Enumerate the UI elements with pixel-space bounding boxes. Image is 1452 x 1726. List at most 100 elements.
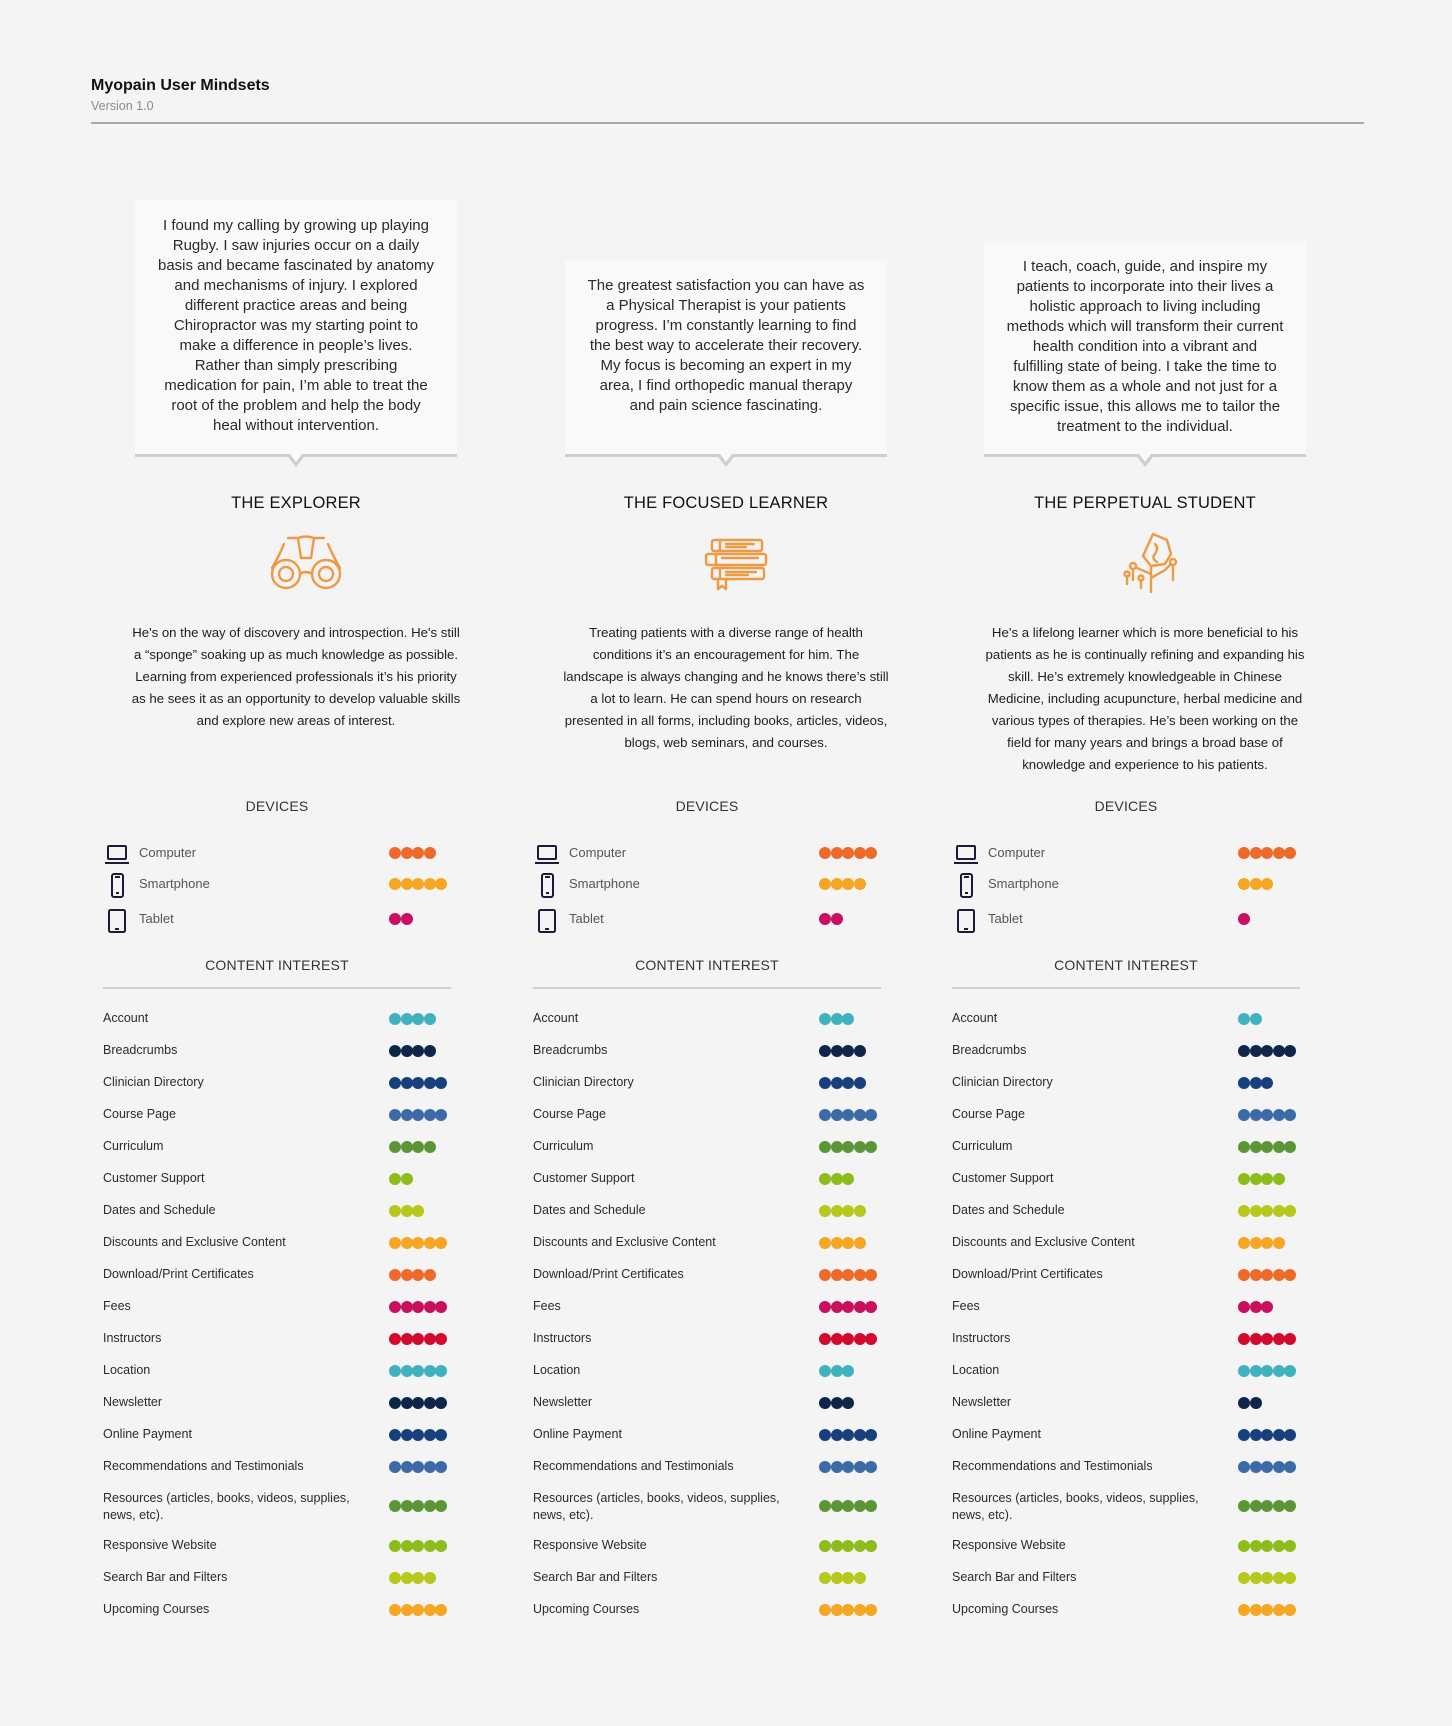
- rating-dot: [830, 878, 843, 890]
- device-label: Computer: [569, 845, 627, 860]
- rating-dot: [819, 1500, 831, 1512]
- content-interest-label: Instructors: [533, 1331, 592, 1345]
- rating-dot: [1284, 1333, 1296, 1345]
- content-interest-row: Upcoming Courses: [533, 1601, 881, 1621]
- rating-dot: [865, 1301, 877, 1313]
- rating-dot: [830, 1301, 843, 1313]
- content-interest-rating: [389, 1429, 447, 1443]
- content-interest-label: Newsletter: [952, 1395, 1012, 1409]
- rating-dot: [412, 1205, 424, 1217]
- content-interest-rating: [819, 1269, 877, 1283]
- rating-dot: [1284, 1429, 1296, 1441]
- content-interest-label: Online Payment: [533, 1427, 622, 1441]
- rating-dot: [1272, 1540, 1285, 1552]
- rating-dot: [412, 1013, 424, 1025]
- rating-dot: [1272, 1333, 1285, 1345]
- tablet-icon: [103, 907, 131, 935]
- laptop-icon: [952, 841, 980, 869]
- rating-dot: [1249, 1077, 1262, 1089]
- content-interest-row: Customer Support: [533, 1170, 881, 1190]
- content-interest-rating: [1238, 1301, 1273, 1315]
- content-interest-label: Newsletter: [533, 1395, 593, 1409]
- rating-dot: [1238, 1540, 1250, 1552]
- rating-dot: [1261, 1077, 1273, 1089]
- content-interest-rating: [1238, 1333, 1296, 1347]
- device-rating: [1238, 878, 1273, 892]
- content-interest-label: Responsive Website: [533, 1538, 647, 1552]
- rating-dot: [842, 1572, 854, 1584]
- content-interest-label: Download/Print Certificates: [533, 1267, 684, 1281]
- content-interest-row: Curriculum: [533, 1138, 881, 1158]
- rating-dot: [1238, 847, 1250, 859]
- rating-dot: [1261, 878, 1273, 890]
- rating-dot: [865, 1500, 877, 1512]
- content-interest-row: Account: [533, 1010, 881, 1030]
- rating-dot: [1261, 847, 1273, 859]
- content-interest-label: Responsive Website: [103, 1538, 217, 1552]
- content-interest-label: Fees: [533, 1299, 561, 1313]
- rating-dot: [435, 1540, 447, 1552]
- rating-dot: [1249, 1301, 1262, 1313]
- rating-dot: [1272, 1045, 1285, 1057]
- rating-dot: [853, 1301, 866, 1313]
- content-interest-label: Location: [533, 1363, 581, 1377]
- rating-dot: [1272, 1141, 1285, 1153]
- rating-dot: [865, 1141, 877, 1153]
- content-interest-row: Online Payment: [533, 1426, 881, 1446]
- rating-dot: [830, 913, 843, 925]
- device-rating: [1238, 847, 1296, 861]
- content-interest-label: Location: [952, 1363, 1000, 1377]
- rating-dot: [1261, 1269, 1273, 1281]
- rating-dot: [1249, 1045, 1262, 1057]
- rating-dot: [412, 1540, 424, 1552]
- rating-dot: [423, 878, 436, 890]
- tablet-icon: [952, 907, 980, 935]
- laptop-icon: [533, 841, 561, 869]
- device-row: Computer: [533, 844, 881, 864]
- content-interest-label: Resources (articles, books, videos, supp…: [952, 1491, 1199, 1522]
- rating-dot: [1272, 1572, 1285, 1584]
- rating-dot: [1261, 1237, 1273, 1249]
- content-interest-rating: [1238, 1109, 1296, 1123]
- rating-dot: [1272, 1205, 1285, 1217]
- content-interest-rating: [389, 1269, 436, 1283]
- rating-dot: [400, 1237, 413, 1249]
- content-interest-rating: [1238, 1237, 1285, 1251]
- content-interest-heading: CONTENT INTEREST: [635, 957, 779, 973]
- rating-dot: [842, 878, 854, 890]
- content-interest-rating: [389, 1205, 424, 1219]
- persona-name: THE PERPETUAL STUDENT: [1034, 494, 1256, 512]
- content-interest-label: Upcoming Courses: [952, 1602, 1059, 1616]
- content-interest-label: Download/Print Certificates: [103, 1267, 254, 1281]
- rating-dot: [1261, 1045, 1273, 1057]
- rating-dot: [423, 847, 436, 859]
- content-interest-label: Customer Support: [103, 1171, 205, 1185]
- device-rating: [389, 878, 447, 892]
- rating-dot: [1284, 1045, 1296, 1057]
- smartphone-icon: [533, 872, 561, 900]
- rating-dot: [1261, 1173, 1273, 1185]
- content-interest-row: Recommendations and Testimonials: [533, 1458, 881, 1478]
- rating-dot: [853, 1540, 866, 1552]
- content-interest-row: Newsletter: [533, 1394, 881, 1414]
- content-interest-label: Course Page: [103, 1107, 176, 1121]
- rating-dot: [412, 1141, 424, 1153]
- rating-dot: [842, 1205, 854, 1217]
- rating-dot: [412, 1077, 424, 1089]
- rating-dot: [830, 1365, 843, 1377]
- content-interest-row: Clinician Directory: [103, 1074, 451, 1094]
- rating-dot: [853, 1205, 866, 1217]
- rating-dot: [435, 1461, 447, 1473]
- rating-dot: [1261, 1540, 1273, 1552]
- rating-dot: [423, 1397, 436, 1409]
- device-row: Tablet: [952, 909, 1300, 933]
- rating-dot: [389, 1077, 401, 1089]
- content-interest-rating: [389, 1173, 413, 1187]
- content-interest-rating: [1238, 1045, 1296, 1059]
- rating-dot: [412, 1429, 424, 1441]
- rating-dot: [1284, 1500, 1296, 1512]
- content-interest-row: Download/Print Certificates: [952, 1266, 1300, 1286]
- content-interest-label: Breadcrumbs: [952, 1043, 1027, 1057]
- rating-dot: [819, 1109, 831, 1121]
- rating-dot: [1284, 1540, 1296, 1552]
